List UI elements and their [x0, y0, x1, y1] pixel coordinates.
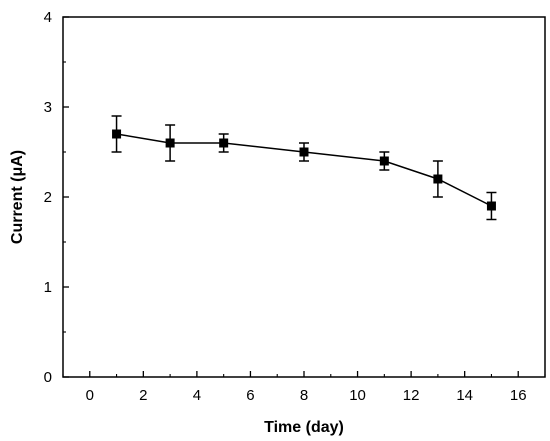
- y-tick-label: 4: [44, 9, 52, 26]
- y-axis-title: Current (μA): [9, 150, 26, 244]
- series: [111, 115, 497, 221]
- data-point: [219, 138, 229, 148]
- x-tick-label: 4: [193, 387, 201, 404]
- data-point: [433, 174, 443, 184]
- x-tick-label: 6: [246, 387, 254, 404]
- x-axis-title: Time (day): [264, 419, 344, 436]
- x-tick-label: 2: [139, 387, 147, 404]
- x-tick-label: 14: [456, 387, 473, 404]
- data-point: [112, 129, 122, 139]
- y-tick-label: 2: [44, 189, 52, 206]
- data-point: [486, 201, 496, 211]
- y-tick-label: 1: [44, 279, 52, 296]
- y-axis: 0 1 2 3 4: [44, 9, 69, 386]
- data-point: [165, 138, 175, 148]
- x-tick-label: 12: [403, 387, 420, 404]
- data-point: [379, 156, 389, 166]
- x-tick-label: 16: [510, 387, 527, 404]
- x-tick-label: 8: [300, 387, 308, 404]
- y-tick-label: 3: [44, 99, 52, 116]
- x-tick-label: 10: [349, 387, 366, 404]
- y-tick-label: 0: [44, 369, 52, 386]
- x-tick-label: 0: [86, 387, 94, 404]
- data-point: [299, 147, 309, 157]
- x-axis: 0 2 4 6 8 10 12 14 16: [62, 371, 546, 404]
